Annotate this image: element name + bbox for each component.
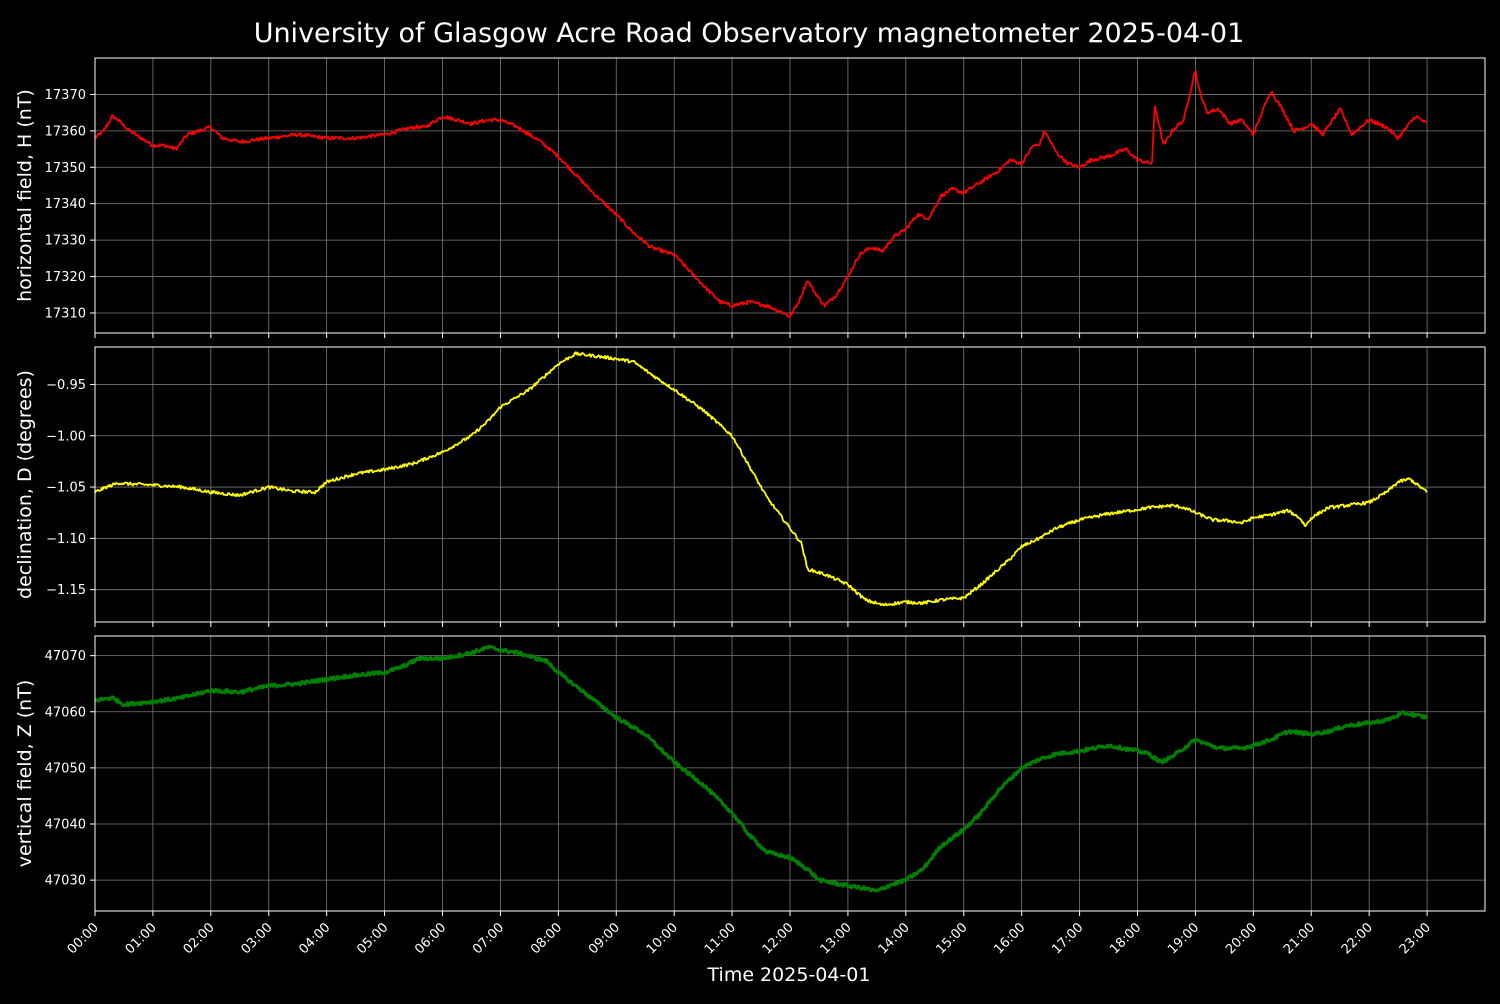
h-field-axes-frame [94,57,1486,334]
h-field-ytick-label: 17330 [45,234,86,249]
h-field-series-line [94,70,1428,318]
x-axis-label: Time 2025-04-01 [707,964,871,986]
declination-y-axis-label: declination, D (degrees) [14,370,36,599]
z-field-axes-frame [94,635,1486,912]
h-field-panel: 17310 17320 17330 17340 17350 17360 17370 horiz… [14,57,1486,338]
z-field-ytick-label: 47060 [45,705,86,720]
declination-ytick-label: −0.95 [46,378,86,393]
h-field-ytick-label: 17350 [45,161,86,176]
z-field-ytick-label: 47070 [45,649,86,664]
h-field-ytick-label: 17360 [45,124,86,139]
declination-ytick-label: −1.05 [46,481,86,496]
z-field-y-axis-label: vertical field, Z (nT) [14,680,36,868]
h-field-y-axis-label: horizontal field, H (nT) [14,89,36,302]
declination-axes-frame [94,346,1486,623]
declination-series-line [94,351,1428,607]
declination-ytick-label: −1.10 [46,532,86,547]
h-field-ytick-label: 17310 [45,306,86,321]
declination-panel: −1.15 −1.10 −1.05 −1.00 −0.95 declination, D … [14,346,1486,627]
h-field-ytick-label: 17340 [45,197,86,212]
z-field-series-line [94,644,1429,893]
z-field-ytick-label: 47040 [45,818,86,833]
declination-ytick-label: −1.00 [46,429,86,444]
h-field-ytick-label: 17370 [45,88,86,103]
h-field-ytick-label: 17320 [45,270,86,285]
z-field-ytick-label: 47030 [45,874,86,889]
chart-title: University of Glasgow Acre Road Observat… [254,18,1245,49]
declination-ytick-label: −1.15 [46,583,86,598]
z-field-ytick-label: 47050 [45,761,86,776]
